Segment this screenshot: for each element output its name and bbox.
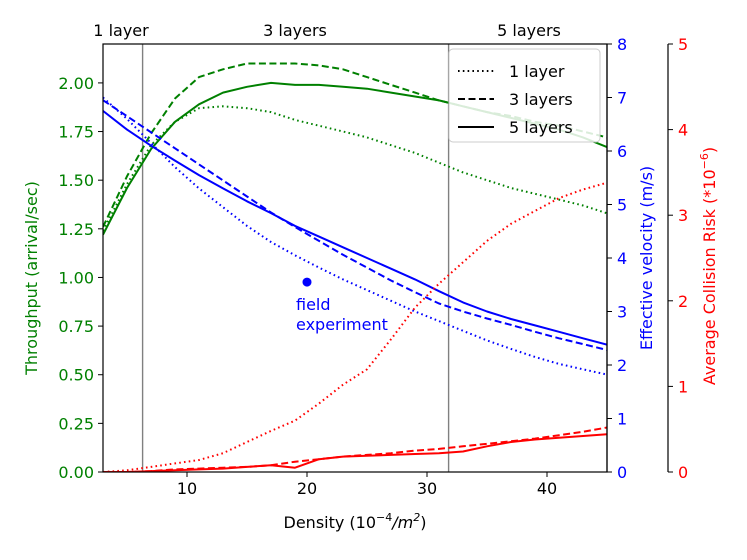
legend-box: [448, 48, 601, 143]
velocity-tick-label: 6: [617, 142, 627, 161]
throughput-axis-label: Throughput (arrival/sec): [22, 181, 41, 376]
x-axis-label: Density (10−4/m2): [284, 511, 427, 532]
collision-solid-line: [103, 433, 607, 472]
throughput-tick-label: 1.75: [58, 123, 94, 142]
region-label: 1 layer: [93, 21, 149, 40]
velocity-dotted-line: [103, 96, 607, 376]
throughput-dashed-line: [103, 62, 607, 228]
throughput-tick-label: 1.50: [58, 171, 94, 190]
throughput-tick-label: 2.00: [58, 74, 94, 93]
velocity-tick-label: 7: [617, 89, 627, 108]
velocity-tick-label: 5: [617, 196, 627, 215]
collision-tick-label: 2: [678, 292, 688, 311]
throughput-tick-label: 0.75: [58, 317, 94, 336]
throughput-tick-label: 0.00: [58, 463, 94, 482]
velocity-tick-label: 0: [617, 463, 627, 482]
throughput-tick-label: 1.25: [58, 220, 94, 239]
collision-tick-label: 5: [678, 35, 688, 54]
legend-label: 3 layers: [509, 90, 573, 109]
collision-tick-label: 3: [678, 206, 688, 225]
velocity-solid-line: [103, 110, 607, 346]
collision-tick-label: 1: [678, 377, 688, 396]
legend: 1 layer 3 layers 5 layers: [448, 48, 601, 143]
region-label: 3 layers: [263, 21, 327, 40]
velocity-dashed-line: [103, 99, 607, 351]
throughput-tick-label: 0.50: [58, 366, 94, 385]
velocity-tick-label: 4: [617, 249, 627, 268]
velocity-tick-label: 3: [617, 303, 627, 322]
region-label: 5 layers: [497, 21, 561, 40]
throughput-tick-label: 0.25: [58, 414, 94, 433]
x-tick-label: 40: [537, 479, 557, 498]
x-tick-label: 20: [297, 479, 317, 498]
throughput-tick-label: 1.00: [58, 268, 94, 287]
velocity-tick-label: 8: [617, 35, 627, 54]
field-experiment-label: experiment: [296, 315, 388, 334]
velocity-tick-label: 2: [617, 356, 627, 375]
throughput-dotted-line: [103, 105, 607, 232]
x-tick-label: 30: [417, 479, 437, 498]
collision-tick-label: 4: [678, 121, 688, 140]
legend-label: 5 layers: [509, 118, 573, 137]
velocity-tick-label: 1: [617, 410, 627, 429]
collision-tick-label: 0: [678, 463, 688, 482]
collision-axis-label: Average Collision Risk (*10−6): [698, 147, 719, 385]
legend-label: 1 layer: [509, 62, 565, 81]
collision-dotted-line: [103, 181, 607, 472]
velocity-axis-label: Effective velocity (m/s): [637, 166, 656, 350]
field-experiment-label: field: [296, 295, 331, 314]
x-tick-label: 10: [177, 479, 197, 498]
collision-dashed-line: [103, 426, 607, 472]
field-experiment-point: [302, 277, 312, 287]
